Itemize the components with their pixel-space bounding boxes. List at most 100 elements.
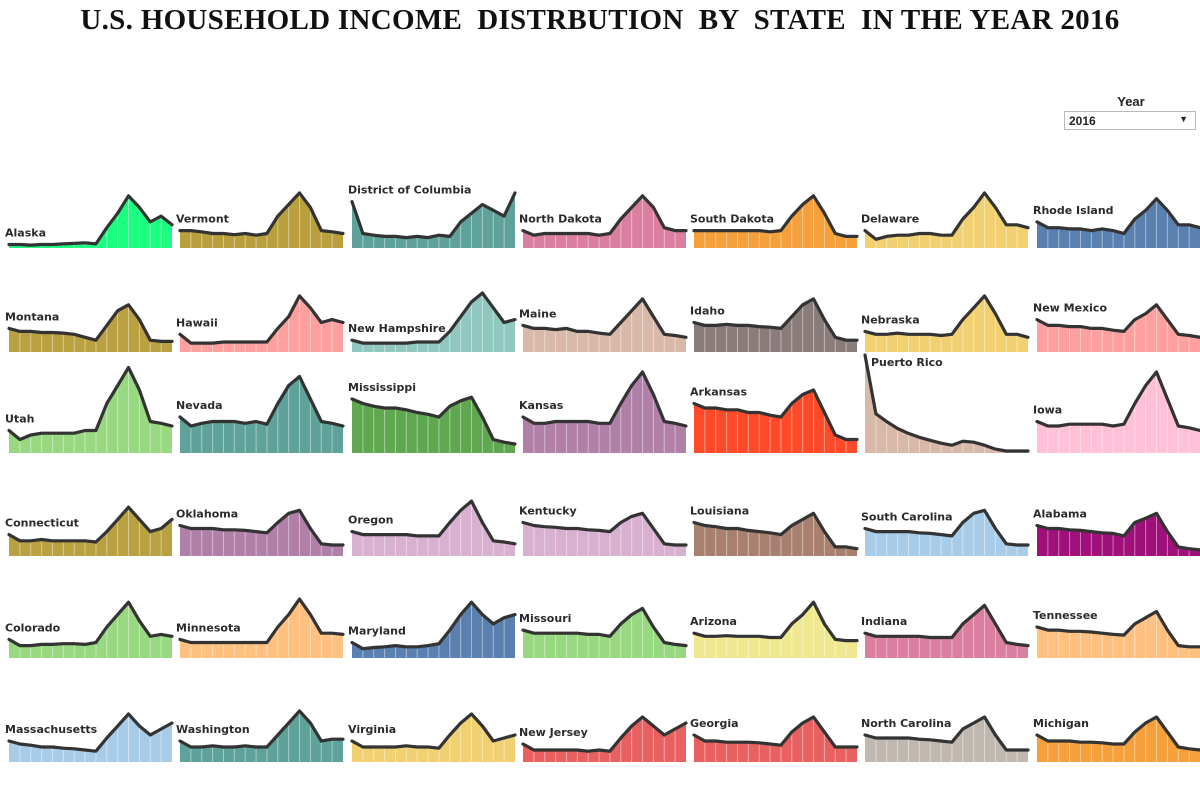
state-label-nevada: Nevada xyxy=(176,399,223,412)
outline-maine xyxy=(521,297,688,339)
state-chart-arkansas: Arkansas xyxy=(690,386,859,453)
state-chart-new-jersey: New Jersey xyxy=(519,715,688,762)
year-filter-dropdown[interactable]: 2016 ▼ xyxy=(1064,111,1196,130)
outline-indiana xyxy=(863,603,1030,648)
outline-massachusetts xyxy=(7,712,174,753)
outline-mississippi xyxy=(350,395,517,446)
state-label-alaska: Alaska xyxy=(5,227,46,240)
outline-new-mexico xyxy=(1035,303,1200,339)
outline-vermont xyxy=(178,191,345,237)
outline-minnesota xyxy=(178,597,345,645)
outline-arizona xyxy=(692,600,859,643)
state-chart-kansas: Kansas xyxy=(519,370,688,453)
area-oregon xyxy=(352,501,515,556)
state-chart-indiana: Indiana xyxy=(861,603,1030,658)
area-delaware xyxy=(865,192,1028,248)
state-label-virginia: Virginia xyxy=(348,723,396,736)
outline-kentucky xyxy=(521,511,688,547)
area-iowa xyxy=(1037,372,1200,453)
state-chart-nebraska: Nebraska xyxy=(861,294,1030,352)
area-puerto-rico xyxy=(865,355,1028,453)
outline-north-dakota xyxy=(521,194,688,237)
state-chart-minnesota: Minnesota xyxy=(176,597,345,658)
state-label-arkansas: Arkansas xyxy=(690,386,747,399)
year-filter-value: 2016 xyxy=(1069,114,1096,128)
area-new-hampshire xyxy=(352,293,515,352)
area-alaska xyxy=(9,195,172,248)
state-chart-kentucky: Kentucky xyxy=(519,504,688,556)
area-indiana xyxy=(865,605,1028,658)
area-south-dakota xyxy=(694,195,857,248)
area-rhode-island xyxy=(1037,198,1200,248)
outline-oklahoma xyxy=(178,508,345,547)
outline-montana xyxy=(7,303,174,343)
area-virginia xyxy=(352,714,515,762)
outline-missouri xyxy=(521,606,688,648)
state-chart-north-carolina: North Carolina xyxy=(861,715,1030,762)
state-label-rhode-island: Rhode Island xyxy=(1033,204,1114,217)
state-chart-oregon: Oregon xyxy=(348,499,517,556)
area-missouri xyxy=(523,608,686,658)
state-label-nebraska: Nebraska xyxy=(861,313,920,326)
state-chart-mississippi: Mississippi xyxy=(348,381,517,453)
state-label-north-carolina: North Carolina xyxy=(861,717,951,730)
outline-connecticut xyxy=(7,505,174,544)
outline-south-carolina xyxy=(863,508,1030,547)
area-hawaii xyxy=(180,295,343,352)
state-label-georgia: Georgia xyxy=(690,717,739,730)
outline-rhode-island xyxy=(1035,197,1200,236)
state-label-montana: Montana xyxy=(5,310,59,323)
state-label-maine: Maine xyxy=(519,307,556,320)
state-chart-south-carolina: South Carolina xyxy=(861,508,1030,556)
state-label-south-carolina: South Carolina xyxy=(861,511,953,524)
outline-tennessee xyxy=(1035,609,1200,649)
state-label-vermont: Vermont xyxy=(176,213,229,226)
outline-colorado xyxy=(7,600,174,648)
area-michigan xyxy=(1037,717,1200,762)
outline-district-of-columbia xyxy=(350,191,517,240)
state-chart-alaska: Alaska xyxy=(5,194,174,248)
state-label-missouri: Missouri xyxy=(519,612,571,625)
area-mississippi xyxy=(352,397,515,453)
area-idaho xyxy=(694,298,857,352)
outline-north-carolina xyxy=(863,715,1030,752)
state-chart-iowa: Iowa xyxy=(1033,370,1200,453)
state-chart-alabama: Alabama xyxy=(1033,508,1200,556)
state-label-kentucky: Kentucky xyxy=(519,504,577,517)
state-chart-idaho: Idaho xyxy=(690,297,859,352)
outline-utah xyxy=(7,365,174,442)
state-chart-montana: Montana xyxy=(5,303,174,352)
state-label-oklahoma: Oklahoma xyxy=(176,508,238,521)
area-maine xyxy=(523,298,686,352)
state-label-colorado: Colorado xyxy=(5,621,61,634)
state-label-kansas: Kansas xyxy=(519,399,564,412)
state-chart-vermont: Vermont xyxy=(176,191,345,248)
state-chart-tennessee: Tennessee xyxy=(1033,609,1200,658)
outline-washington xyxy=(178,709,345,749)
state-label-maryland: Maryland xyxy=(348,625,406,638)
state-chart-georgia: Georgia xyxy=(690,715,859,762)
state-label-south-dakota: South Dakota xyxy=(690,213,774,226)
state-chart-utah: Utah xyxy=(5,365,174,453)
area-colorado xyxy=(9,602,172,658)
state-chart-north-dakota: North Dakota xyxy=(519,194,688,248)
state-label-new-mexico: New Mexico xyxy=(1033,302,1107,315)
outline-delaware xyxy=(863,191,1030,241)
area-nevada xyxy=(180,376,343,453)
state-label-tennessee: Tennessee xyxy=(1033,609,1098,622)
area-new-jersey xyxy=(523,717,686,762)
state-label-minnesota: Minnesota xyxy=(176,621,241,634)
area-washington xyxy=(180,711,343,762)
state-chart-michigan: Michigan xyxy=(1033,715,1200,762)
state-label-puerto-rico: Puerto Rico xyxy=(871,356,943,369)
state-chart-south-dakota: South Dakota xyxy=(690,194,859,248)
outline-south-dakota xyxy=(692,194,859,238)
state-chart-virginia: Virginia xyxy=(348,712,517,762)
area-maryland xyxy=(352,602,515,658)
outline-maryland xyxy=(350,600,517,651)
state-chart-massachusetts: Massachusetts xyxy=(5,712,174,762)
outline-puerto-rico xyxy=(863,353,1030,453)
state-label-louisiana: Louisiana xyxy=(690,504,749,517)
outline-hawaii xyxy=(178,294,345,345)
